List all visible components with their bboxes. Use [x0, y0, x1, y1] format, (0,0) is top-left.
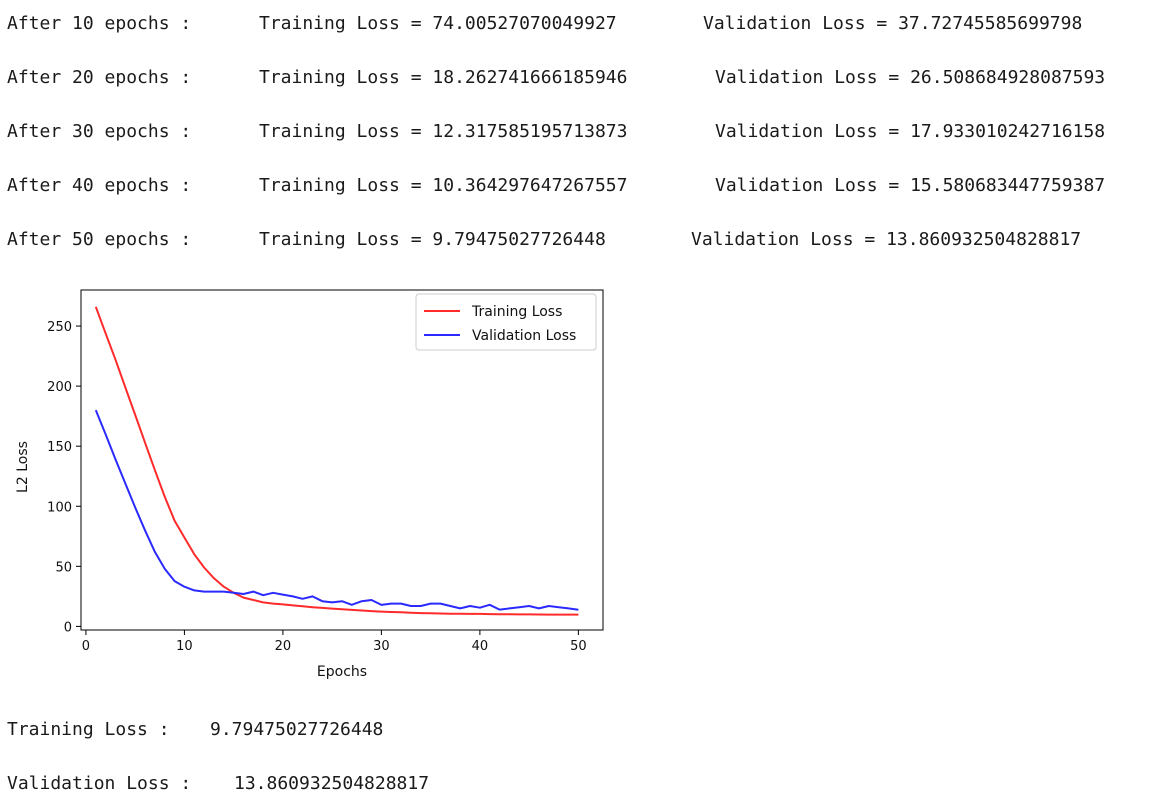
log-line-1: After 10 epochs : Training Loss = 74.0052…	[7, 13, 1082, 34]
y-tick-label: 150	[47, 440, 72, 455]
log-prefix: After 10 epochs :	[7, 13, 192, 34]
validation-loss-text: Validation Loss = 17.933010242716158	[715, 121, 1106, 142]
plot-area: 0 10 20 30 40 50 0 50 100 150 200 250	[47, 289, 604, 654]
training-loss-text: Training Loss = 10.364297647267557	[259, 175, 628, 196]
final-training-value: 9.79475027726448	[210, 719, 384, 740]
y-tick-label: 0	[64, 620, 72, 635]
training-loss-text: Training Loss = 18.262741666185946	[259, 67, 628, 88]
x-tick-label: 0	[82, 639, 90, 654]
log-prefix: After 50 epochs :	[7, 229, 192, 250]
log-prefix: After 20 epochs :	[7, 67, 192, 88]
x-tick-label: 30	[373, 639, 390, 654]
final-training-label: Training Loss :	[7, 719, 170, 740]
legend-label-training: Training Loss	[471, 304, 562, 320]
final-training-line: Training Loss : 9.79475027726448	[7, 719, 383, 740]
validation-loss-text: Validation Loss = 26.508684928087593	[715, 67, 1106, 88]
y-axis-label: L2 Loss	[15, 441, 31, 493]
validation-loss-line	[94, 409, 579, 611]
legend-box	[415, 293, 597, 351]
log-prefix: After 30 epochs :	[7, 121, 192, 142]
final-validation-label: Validation Loss :	[7, 773, 192, 794]
x-axis-label: Epochs	[317, 664, 367, 680]
validation-loss-text: Validation Loss = 15.580683447759387	[715, 175, 1106, 196]
x-tick-label: 20	[275, 639, 292, 654]
y-tick-label: 250	[47, 320, 72, 335]
log-line-3: After 30 epochs : Training Loss = 12.3175…	[7, 121, 1105, 142]
log-prefix: After 40 epochs :	[7, 175, 192, 196]
y-tick-label: 50	[55, 560, 72, 575]
validation-loss-text: Validation Loss = 13.860932504828817	[691, 229, 1082, 250]
training-loss-line	[94, 306, 579, 616]
y-tick-label: 100	[47, 500, 72, 515]
log-line-4: After 40 epochs : Training Loss = 10.3642…	[7, 175, 1105, 196]
log-line-5: After 50 epochs : Training Loss = 9.79475…	[7, 229, 1081, 250]
plot-frame	[80, 289, 604, 631]
y-tick-label: 200	[47, 380, 72, 395]
legend-label-validation: Validation Loss	[472, 328, 576, 344]
log-line-2: After 20 epochs : Training Loss = 18.2627…	[7, 67, 1105, 88]
x-tick-label: 40	[472, 639, 489, 654]
validation-loss-text: Validation Loss = 37.72745585699798	[703, 13, 1083, 34]
training-loss-text: Training Loss = 9.79475027726448	[259, 229, 606, 250]
loss-chart-svg: 0 10 20 30 40 50 0 50 100 150 200 250 Epochs L2 Los…	[15, 289, 604, 680]
training-loss-text: Training Loss = 74.00527070049927	[259, 13, 617, 34]
final-validation-value: 13.860932504828817	[234, 773, 430, 794]
x-tick-label: 50	[570, 639, 587, 654]
final-validation-line: Validation Loss : 13.860932504828817	[7, 773, 429, 794]
loss-chart: 0 10 20 30 40 50 0 50 100 150 200 250 Epochs L2 Los…	[0, 280, 620, 690]
x-tick-label: 10	[176, 639, 193, 654]
legend: Training Loss Validation Loss	[415, 293, 597, 351]
training-loss-text: Training Loss = 12.317585195713873	[259, 121, 628, 142]
